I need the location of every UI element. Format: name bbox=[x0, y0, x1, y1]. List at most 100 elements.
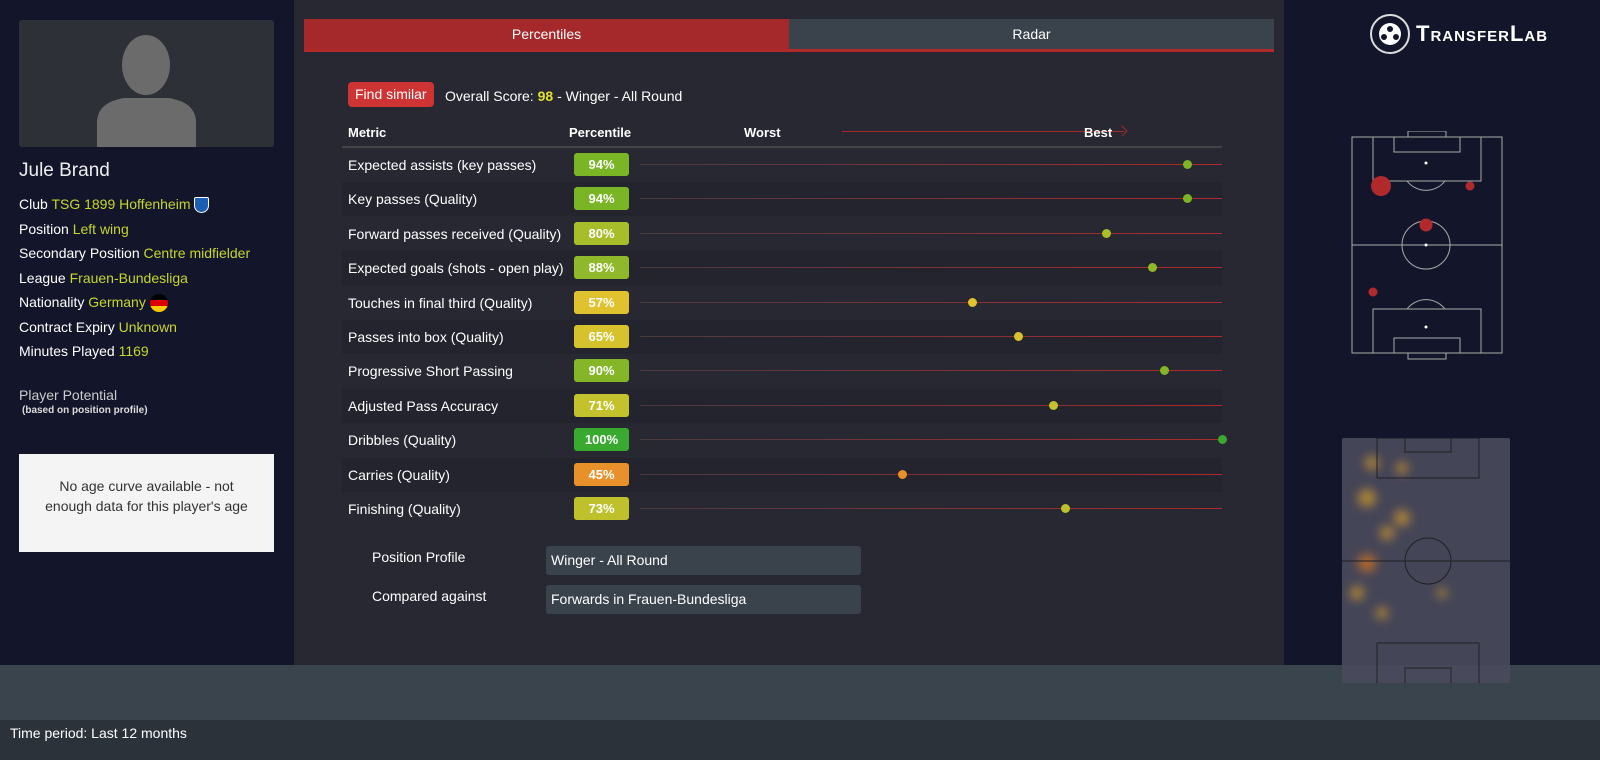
info-label: Position bbox=[19, 220, 69, 237]
metric-row: Finishing (Quality) 73% bbox=[342, 492, 1222, 526]
overall-score: Overall Score: 98 - Winger - All Round bbox=[445, 88, 682, 104]
info-value: Unknown bbox=[118, 318, 177, 335]
football-logo-icon bbox=[1370, 14, 1410, 54]
find-similar-button[interactable]: Find similar bbox=[348, 82, 434, 107]
info-row: Secondary Position Centre midfielder bbox=[19, 241, 250, 266]
percentile-badge: 94% bbox=[574, 187, 629, 211]
percentile-badge: 80% bbox=[574, 221, 629, 245]
metric-name: Expected assists (key passes) bbox=[348, 157, 537, 173]
germany-flag-icon bbox=[149, 294, 168, 313]
percentile-dot bbox=[1060, 504, 1070, 513]
percentile-track bbox=[640, 404, 1222, 406]
info-label: League bbox=[19, 269, 66, 286]
metric-row: Forward passes received (Quality) 80% bbox=[342, 217, 1222, 251]
percentile-dot bbox=[1101, 228, 1111, 238]
header-percentile: Percentile bbox=[569, 125, 632, 140]
player-photo bbox=[19, 20, 274, 147]
score-label: Overall Score: bbox=[445, 88, 534, 104]
metric-row: Expected assists (key passes) 94% bbox=[342, 148, 1222, 182]
percentile-dot bbox=[1183, 194, 1193, 204]
percentile-dot bbox=[1183, 160, 1193, 169]
main-panel: Percentiles Radar Find similar Overall S… bbox=[294, 0, 1284, 665]
info-value: Germany bbox=[88, 294, 146, 310]
tab-percentiles[interactable]: Percentiles bbox=[304, 19, 789, 49]
info-row: Position Left wing bbox=[19, 217, 250, 242]
header-best: Best bbox=[1084, 125, 1113, 140]
percentile-track bbox=[640, 370, 1222, 372]
metric-row: Passes into box (Quality) 65% bbox=[342, 320, 1222, 354]
header-worst: Worst bbox=[744, 125, 781, 140]
player-sidebar: Jule Brand Club TSG 1899 Hoffenheim Posi… bbox=[0, 0, 294, 665]
metric-row: Carries (Quality) 45% bbox=[342, 457, 1222, 492]
info-value: Left wing bbox=[72, 220, 129, 237]
percentile-badge: 100% bbox=[574, 428, 629, 452]
info-row: Club TSG 1899 Hoffenheim bbox=[19, 192, 250, 217]
score-profile: - Winger - All Round bbox=[557, 88, 683, 104]
metric-name: Touches in final third (Quality) bbox=[348, 294, 533, 311]
metric-row: Key passes (Quality) 94% bbox=[342, 182, 1222, 217]
percentile-dot bbox=[897, 469, 907, 479]
percentile-track bbox=[640, 198, 1222, 200]
percentile-badge: 45% bbox=[574, 462, 629, 486]
info-value: Centre midfielder bbox=[143, 245, 251, 261]
filter-select[interactable]: Forwards in Frauen-Bundesliga bbox=[546, 585, 861, 614]
metric-row: Dribbles (Quality) 100% bbox=[342, 423, 1227, 457]
score-value: 98 bbox=[537, 88, 554, 104]
percentile-dot bbox=[1218, 435, 1227, 445]
metric-name: Forward passes received (Quality) bbox=[348, 225, 562, 242]
info-value[interactable]: Frauen-Bundesliga bbox=[69, 269, 188, 286]
metric-name: Adjusted Pass Accuracy bbox=[348, 397, 499, 414]
percentile-badge: 88% bbox=[574, 256, 629, 280]
metric-name: Finishing (Quality) bbox=[348, 501, 461, 517]
percentile-badge: 73% bbox=[574, 497, 629, 520]
percentile-track bbox=[640, 336, 1222, 337]
view-tabs: Percentiles Radar bbox=[304, 19, 1274, 52]
info-label: Minutes Played bbox=[19, 343, 115, 359]
tab-radar[interactable]: Radar bbox=[789, 19, 1274, 49]
percentile-track bbox=[640, 164, 1222, 165]
percentile-badge: 65% bbox=[574, 325, 629, 348]
transferlab-logo: TransferLab bbox=[1368, 12, 1548, 56]
filter-select[interactable]: Winger - All Round bbox=[546, 546, 861, 575]
percentile-badge: 94% bbox=[574, 153, 629, 176]
position-markers bbox=[1368, 176, 1475, 297]
metric-name: Passes into box (Quality) bbox=[348, 329, 504, 345]
header-metric: Metric bbox=[348, 125, 387, 140]
percentile-badge: 90% bbox=[574, 359, 629, 383]
percentile-dot bbox=[1148, 263, 1158, 273]
info-row: Minutes Played 1169 bbox=[19, 339, 250, 364]
filter-label: Position Profile bbox=[372, 549, 466, 565]
percentile-track bbox=[640, 473, 1222, 475]
player-name: Jule Brand bbox=[19, 160, 110, 181]
avatar-silhouette-icon bbox=[97, 35, 196, 147]
player-potential-subtitle: (based on position profile) bbox=[22, 405, 148, 416]
percentile-track bbox=[640, 301, 1222, 303]
metric-name: Progressive Short Passing bbox=[348, 363, 513, 380]
info-label: Nationality bbox=[19, 294, 85, 310]
info-value[interactable]: TSG 1899 Hoffenheim bbox=[51, 196, 191, 212]
info-row: League Frauen-Bundesliga bbox=[19, 266, 250, 291]
club-crest-icon bbox=[194, 197, 210, 214]
filter-label: Compared against bbox=[372, 588, 487, 604]
info-row: Nationality Germany bbox=[19, 290, 250, 315]
time-period: Time period: Last 12 months bbox=[0, 720, 1600, 760]
percentile-track bbox=[640, 508, 1222, 509]
info-value: 1169 bbox=[118, 343, 149, 359]
percentile-dot bbox=[1159, 366, 1169, 376]
info-label: Club bbox=[19, 196, 48, 212]
percentile-track bbox=[640, 232, 1222, 234]
table-header: Metric Percentile Worst Best bbox=[342, 124, 1222, 148]
worst-to-best-arrow-icon bbox=[842, 131, 1124, 132]
metric-row: Touches in final third (Quality) 57% bbox=[342, 286, 1222, 320]
percentile-dot bbox=[1014, 332, 1024, 341]
info-label: Secondary Position bbox=[19, 245, 140, 261]
percentile-dot bbox=[967, 297, 977, 307]
metric-row: Progressive Short Passing 90% bbox=[342, 354, 1222, 388]
metric-name: Expected goals (shots - open play) bbox=[348, 260, 564, 277]
age-curve-message: No age curve available - not enough data… bbox=[19, 454, 274, 552]
metric-row: Expected goals (shots - open play) 88% bbox=[342, 251, 1222, 286]
percentile-dot bbox=[1049, 400, 1059, 410]
footer-bar bbox=[0, 665, 1600, 720]
position-map bbox=[1351, 131, 1503, 360]
percentile-badge: 57% bbox=[574, 290, 629, 314]
